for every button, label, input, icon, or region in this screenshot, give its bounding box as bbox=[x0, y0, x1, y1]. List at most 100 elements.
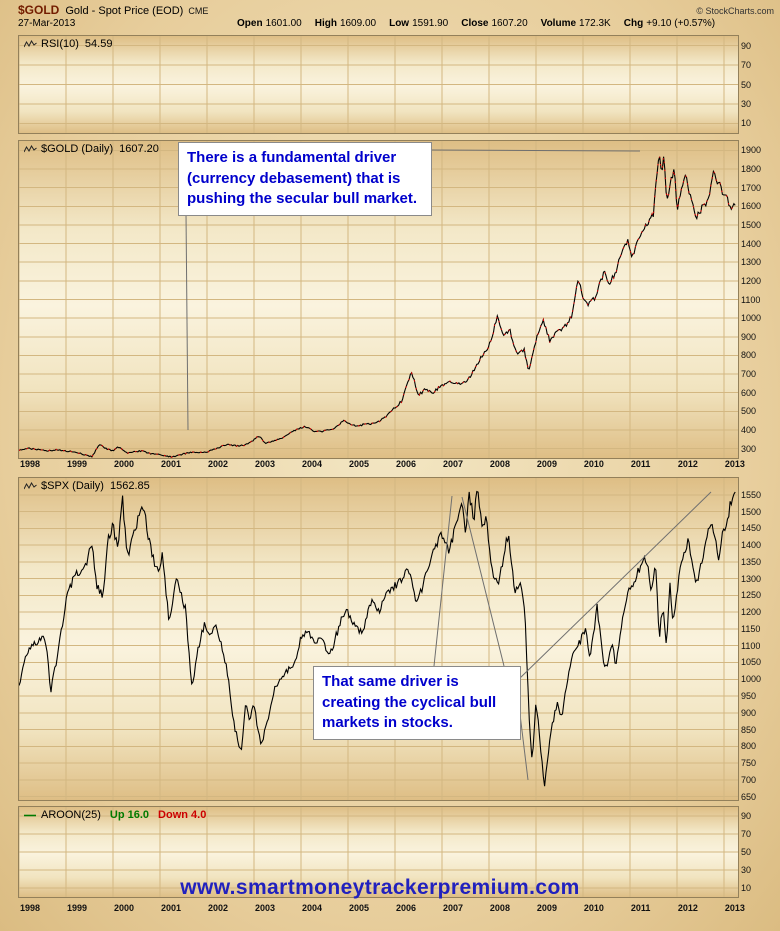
y-axis-label: 70 bbox=[741, 60, 752, 71]
header-quote-row: 27-Mar-2013 Open 1601.00 High 1609.00 Low 159… bbox=[0, 18, 780, 31]
y-axis-label: 1900 bbox=[741, 145, 762, 156]
x-axis-label: 1999 bbox=[66, 459, 88, 469]
y-axis-label: 1350 bbox=[741, 556, 762, 567]
aroon-label: AROON(25) bbox=[41, 809, 101, 821]
y-axis-label: 750 bbox=[741, 758, 757, 769]
y-axis-label: 900 bbox=[741, 707, 757, 718]
quote-label: Chg bbox=[623, 18, 644, 29]
indicator-squiggle-icon bbox=[24, 39, 37, 47]
aroon-line-icon bbox=[24, 814, 36, 816]
quote-label: Close bbox=[461, 18, 489, 29]
header-title-row: $GOLD Gold - Spot Price (EOD) CME © Stoc… bbox=[18, 3, 774, 17]
spx-panel-label: $SPX (Daily) 1562.85 bbox=[24, 480, 150, 492]
quote-value: 172.3K bbox=[579, 18, 611, 29]
y-axis-label: 30 bbox=[741, 98, 752, 109]
y-axis-label: 700 bbox=[741, 774, 757, 785]
y-axis-label: 900 bbox=[741, 331, 757, 342]
x-axis-label: 2010 bbox=[583, 459, 604, 469]
y-axis-label: 1050 bbox=[741, 657, 762, 668]
x-axis-label: 2003 bbox=[254, 459, 275, 469]
y-axis-label: 90 bbox=[741, 40, 752, 51]
x-axis-row-lower: 1998 1999 2000 2001 2002 2003 2004 2005 2006 2007… bbox=[0, 903, 780, 915]
rsi-panel-label: RSI(10) 54.59 bbox=[24, 38, 112, 50]
y-axis-label: 50 bbox=[741, 847, 752, 857]
y-axis-label: 700 bbox=[741, 369, 757, 380]
ohlc-quote-strip: Open 1601.00 High 1609.00 Low 1591.90 Close 160… bbox=[237, 18, 770, 29]
price-chart-squiggle-icon bbox=[24, 144, 37, 152]
y-axis-label: 650 bbox=[741, 791, 757, 802]
y-axis-label: 30 bbox=[741, 865, 752, 875]
spx-last-value: 1562.85 bbox=[109, 480, 150, 492]
y-axis-label: 1300 bbox=[741, 257, 762, 268]
x-axis-label: 2004 bbox=[301, 903, 322, 913]
y-axis-label: 10 bbox=[741, 118, 752, 129]
gold-panel-label: $GOLD (Daily) 1607.20 bbox=[24, 143, 159, 155]
exchange-label: CME bbox=[188, 6, 209, 16]
y-axis-label: 1500 bbox=[741, 506, 762, 517]
rsi-label: RSI(10) bbox=[41, 38, 79, 50]
y-axis-label: 1200 bbox=[741, 607, 762, 618]
aroon-panel bbox=[18, 806, 739, 898]
x-axis-label: 2001 bbox=[160, 903, 181, 913]
gold-last-value: 1607.20 bbox=[119, 143, 159, 155]
x-axis-label: 2011 bbox=[630, 903, 651, 913]
x-axis-label: 2001 bbox=[160, 459, 181, 469]
x-axis-label: 2007 bbox=[442, 459, 463, 469]
rsi-panel bbox=[18, 35, 739, 134]
y-axis-label: 300 bbox=[741, 443, 757, 454]
quote-value: 1591.90 bbox=[412, 18, 449, 29]
y-axis-label: 1800 bbox=[741, 163, 762, 174]
y-axis-label: 400 bbox=[741, 425, 757, 436]
x-axis-label: 2005 bbox=[348, 903, 369, 913]
quote-value: 1609.00 bbox=[339, 18, 377, 29]
y-axis-label: 1200 bbox=[741, 275, 762, 286]
x-axis-label: 2002 bbox=[207, 459, 228, 469]
x-axis-label: 2006 bbox=[395, 903, 416, 913]
y-axis-label: 90 bbox=[741, 811, 752, 821]
x-axis-label: 2011 bbox=[630, 459, 651, 469]
rsi-value: 54.59 bbox=[84, 38, 113, 50]
y-axis-label: 1400 bbox=[741, 540, 762, 551]
x-axis-label: 2010 bbox=[583, 903, 604, 913]
y-axis-label: 1100 bbox=[741, 640, 761, 651]
x-axis-label: 2008 bbox=[489, 459, 510, 469]
x-axis-label: 2000 bbox=[113, 903, 135, 913]
price-chart-squiggle-icon bbox=[24, 481, 37, 489]
spx-price-panel bbox=[18, 477, 739, 801]
x-axis-label: 2013 bbox=[724, 903, 745, 913]
x-axis-label: 2009 bbox=[536, 903, 557, 913]
chart-date: 27-Mar-2013 bbox=[18, 18, 76, 29]
x-axis-label: 2004 bbox=[301, 459, 322, 469]
chart-header: $GOLD Gold - Spot Price (EOD) CME © Stoc… bbox=[0, 0, 780, 34]
x-axis-label: 2006 bbox=[395, 459, 416, 469]
gold-label: $GOLD (Daily) bbox=[41, 143, 114, 155]
quote-value: +9.10 (+0.57%) bbox=[646, 18, 716, 29]
quote-value: 1607.20 bbox=[491, 18, 528, 29]
x-axis-label: 2002 bbox=[207, 903, 228, 913]
y-axis-label: 1150 bbox=[741, 623, 761, 634]
aroon-panel-label: AROON(25) Up 16.0 Down 4.0 bbox=[24, 809, 206, 821]
x-axis-label: 2012 bbox=[677, 903, 698, 913]
aroon-down-value: Down 4.0 bbox=[158, 809, 207, 821]
y-axis-label: 1250 bbox=[741, 590, 762, 601]
y-axis-label: 50 bbox=[741, 79, 752, 90]
website-url: www.smartmoneytrackerpremium.com bbox=[180, 876, 580, 899]
x-axis-label: 2009 bbox=[536, 459, 557, 469]
x-axis-label: 1998 bbox=[20, 459, 41, 469]
x-axis-label: 2000 bbox=[113, 459, 135, 469]
y-axis-label: 1400 bbox=[741, 238, 762, 249]
y-axis-label: 950 bbox=[741, 691, 757, 702]
x-axis-label: 2012 bbox=[677, 459, 698, 469]
quote-value: 1601.00 bbox=[265, 18, 302, 29]
quote-label: Volume bbox=[540, 18, 577, 29]
x-axis-row-upper: 1998 1999 2000 2001 2002 2003 2004 2005 2006 2007… bbox=[0, 459, 780, 471]
symbol-description: Gold - Spot Price (EOD) bbox=[65, 5, 184, 17]
spx-label: $SPX (Daily) bbox=[41, 480, 104, 492]
x-axis-label: 2005 bbox=[348, 459, 369, 469]
x-axis-label: 1999 bbox=[66, 903, 88, 913]
spx-annotation-callout: That same driver is creating the cyclica… bbox=[313, 666, 521, 741]
x-axis-label: 2008 bbox=[489, 903, 510, 913]
quote-label: Open bbox=[237, 18, 263, 29]
y-axis-label: 1500 bbox=[741, 219, 762, 230]
y-axis-label: 1000 bbox=[741, 313, 762, 324]
